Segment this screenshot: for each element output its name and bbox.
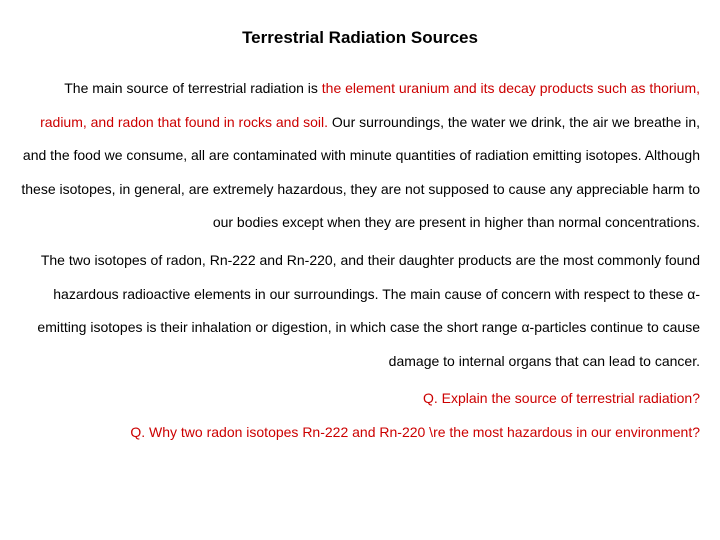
paragraph-1: The main source of terrestrial radiation… (20, 72, 700, 240)
question-1: Q. Explain the source of terrestrial rad… (20, 382, 700, 416)
question-2: Q. Why two radon isotopes Rn-222 and Rn-… (20, 416, 700, 450)
para1-remaining: Our surroundings, the water we drink, th… (21, 114, 700, 231)
paragraph-2: The two isotopes of radon, Rn-222 and Rn… (20, 244, 700, 378)
para1-intro: The main source of terrestrial radiation… (64, 80, 322, 96)
page-title: Terrestrial Radiation Sources (20, 28, 700, 48)
